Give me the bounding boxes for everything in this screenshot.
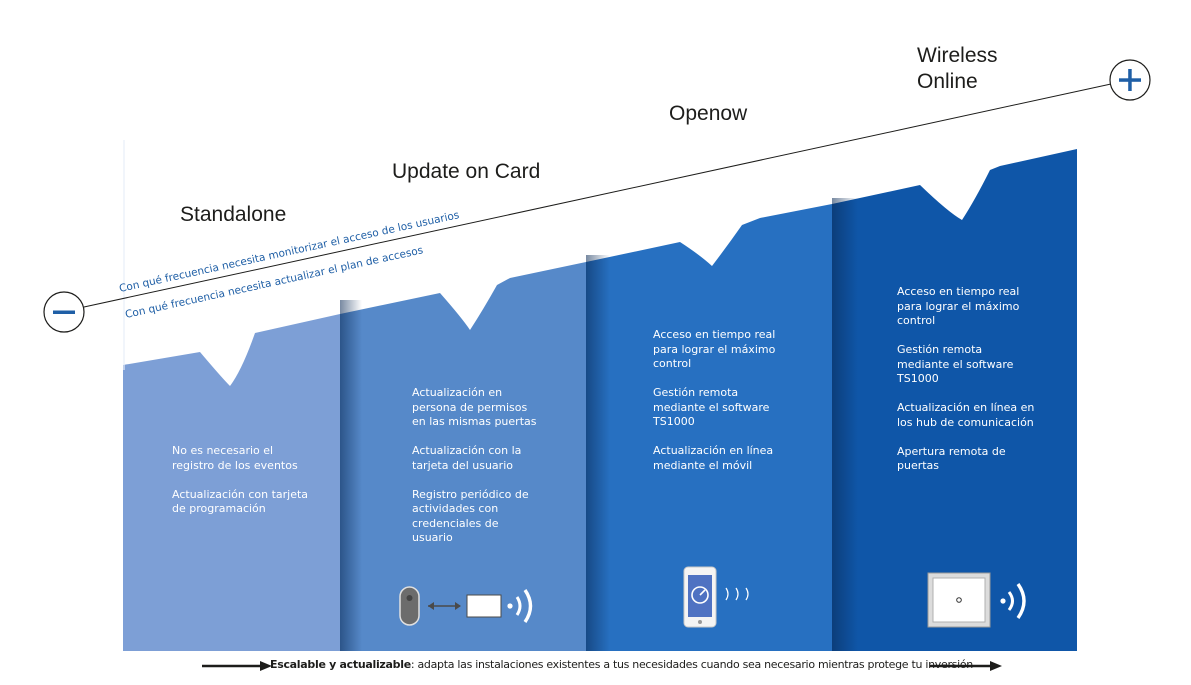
feature-text: Registro periódico de actividades con cr… — [412, 487, 529, 545]
key-fob-icon — [399, 586, 420, 626]
wireless-signal-icon — [1000, 583, 1026, 619]
column-wireless-online — [832, 149, 1077, 651]
stage-title-standalone: Standalone — [180, 203, 287, 226]
footer-bold: Escalable y actualizable — [270, 658, 411, 671]
wireless-signal-icon — [507, 589, 533, 623]
features-standalone: No es necesario el registro de los event… — [172, 444, 312, 531]
stage-title-update-on-card: Update on Card — [392, 160, 541, 183]
feature-text: Actualización en persona de permisos en … — [412, 386, 537, 428]
features-openow: Acceso en tiempo real para lograr el máx… — [653, 328, 788, 488]
wireless-signal-icon — [725, 587, 749, 601]
column-openow — [586, 204, 832, 651]
smartphone-icon — [683, 566, 717, 628]
footer-caption: Escalable y actualizable: adapta las ins… — [270, 658, 973, 671]
feature-text: Actualización en línea en los hub de com… — [897, 401, 1035, 429]
feature-text: Acceso en tiempo real para lograr el máx… — [653, 328, 776, 370]
footer-text: : adapta las instalaciones existentes a … — [410, 658, 973, 671]
features-wireless-online: Acceso en tiempo real para lograr el máx… — [897, 285, 1037, 488]
footer-arrow-right — [930, 661, 1002, 671]
feature-text: Acceso en tiempo real para lograr el máx… — [897, 285, 1020, 327]
feature-text: Actualización con la tarjeta del usuario — [412, 444, 522, 472]
wall-reader-icon — [927, 572, 991, 628]
minus-circle-icon — [43, 291, 85, 333]
plus-circle-icon — [1109, 59, 1151, 101]
stage-title-wireless-online: Wireless Online — [917, 44, 998, 93]
feature-text: Actualización con tarjeta de programació… — [172, 487, 309, 516]
features-update-on-card: Actualización en persona de permisos en … — [412, 386, 542, 560]
progress-axis-line — [83, 83, 1112, 308]
stage-title-openow: Openow — [669, 102, 748, 125]
column-standalone — [123, 314, 340, 651]
feature-text: Actualización en línea mediante el móvil — [653, 444, 774, 472]
feature-text: No es necesario el registro de los event… — [172, 444, 298, 472]
feature-text: Gestión remota mediante el software TS10… — [653, 386, 770, 428]
feature-text: Gestión remota mediante el software TS10… — [897, 343, 1014, 385]
double-arrow-icon — [428, 602, 461, 610]
footer-arrow-left — [202, 661, 272, 671]
card-icon — [466, 594, 502, 618]
feature-text: Apertura remota de puertas — [897, 444, 1006, 473]
column-update-on-card — [340, 262, 586, 651]
